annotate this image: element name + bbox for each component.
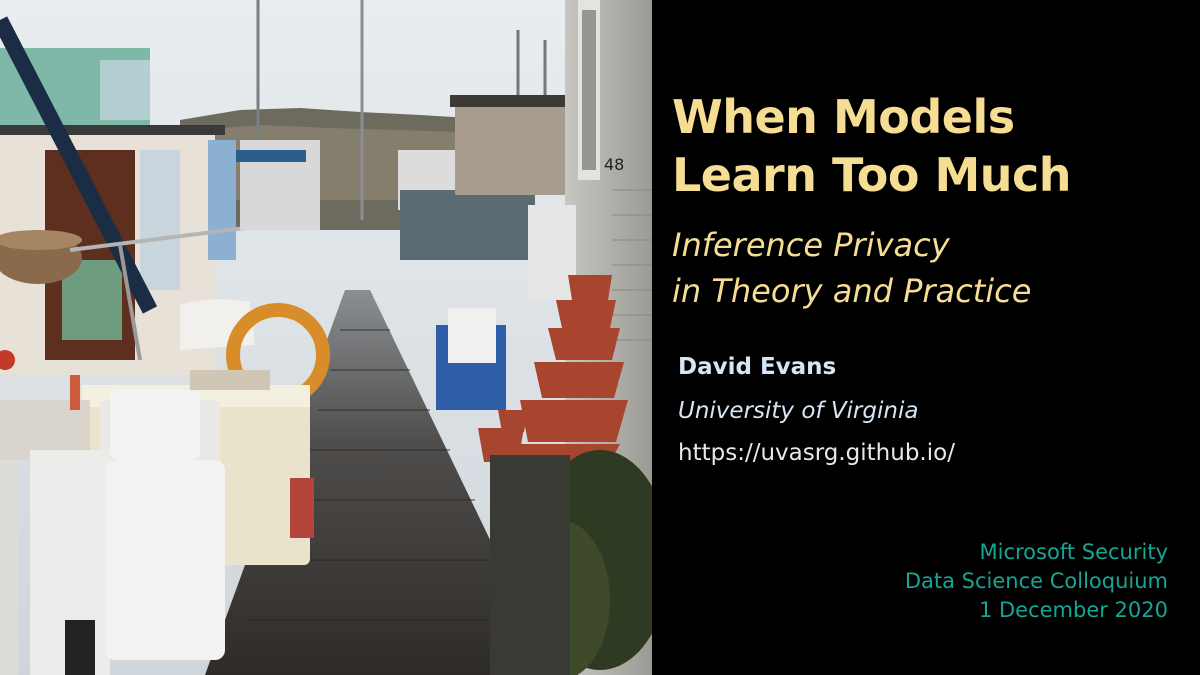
venue-line-1: Microsoft Security (979, 540, 1168, 564)
slide-title: When Models Learn Too Much (672, 88, 1072, 204)
author-affiliation: University of Virginia (678, 398, 919, 424)
subtitle-line-1: Inference Privacy (672, 226, 950, 264)
slide-text-panel: When Models Learn Too Much Inference Pri… (652, 0, 1200, 675)
slide-subtitle: Inference Privacy in Theory and Practice (672, 222, 1031, 314)
author-name: David Evans (678, 354, 837, 380)
venue-line-2: Data Science Colloquium (904, 569, 1168, 593)
houseboat-dock-photo: 48 (0, 0, 652, 675)
house-number-text: 48 (604, 155, 624, 174)
author-url[interactable]: https://uvasrg.github.io/ (678, 440, 955, 466)
venue-info: Microsoft Security Data Science Colloqui… (905, 538, 1168, 625)
title-line-1: When Models (672, 90, 1015, 144)
title-line-2: Learn Too Much (672, 148, 1072, 202)
subtitle-line-2: in Theory and Practice (672, 272, 1032, 310)
venue-date: 1 December 2020 (978, 598, 1168, 622)
